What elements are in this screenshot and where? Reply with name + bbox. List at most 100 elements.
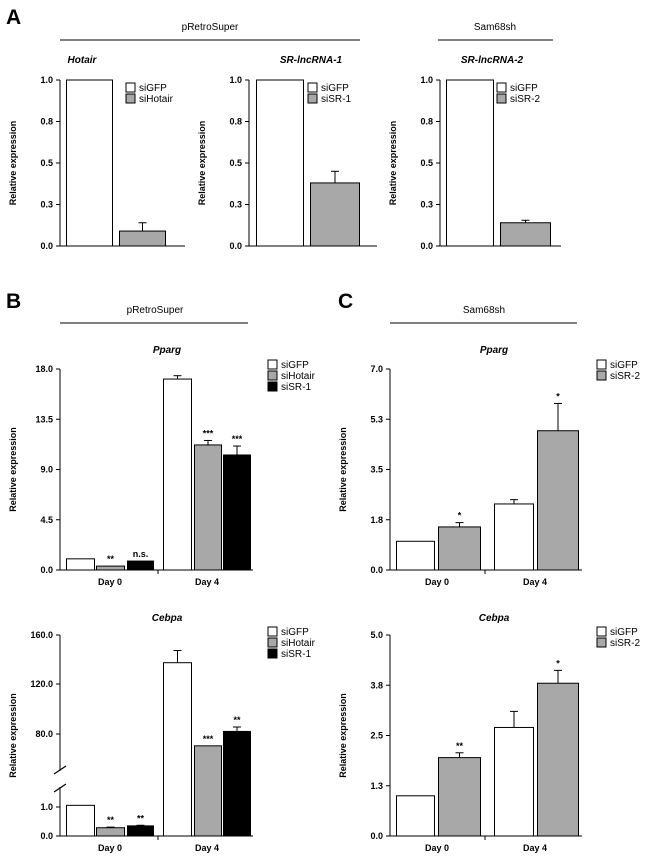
legend-label-sigfp: siGFP — [281, 627, 309, 638]
bar-sigfp-day-4 — [163, 378, 192, 571]
y-tick-label: 0.0 — [370, 831, 383, 841]
chart-title: SR-lncRNA-1 — [280, 55, 343, 66]
x-category-label: Day 0 — [98, 577, 122, 587]
panel-letter-c: C — [338, 290, 353, 313]
legend-swatch-sihotair — [267, 370, 278, 381]
x-category-label: Day 0 — [98, 843, 122, 853]
y-tick-label: 0.0 — [420, 241, 433, 251]
group-label-a-sam68sh: Sam68sh — [474, 22, 516, 33]
y-tick-label: 0.8 — [40, 117, 53, 127]
group-label-b-pretrosuper: pRetroSuper — [127, 305, 184, 316]
y-tick-label: 0.0 — [40, 565, 53, 575]
legend-label-sigfp: siGFP — [610, 627, 638, 638]
legend-swatch-sigfp — [125, 82, 136, 93]
significance-label: n.s. — [133, 549, 149, 559]
y-axis-title: Relative expression — [388, 121, 398, 206]
y-tick-label: 0.5 — [229, 158, 242, 168]
legend-label-sisr-1: siSR-1 — [281, 649, 311, 660]
y-tick-label: 2.5 — [370, 731, 383, 741]
legend-label-sihotair: siHotair — [139, 94, 174, 105]
bar-sisr-1-day-4 — [223, 730, 251, 837]
y-tick-label: 4.5 — [40, 515, 53, 525]
axis-break-mark — [53, 765, 67, 775]
y-axis-title: Relative expression — [8, 121, 18, 206]
bar-sihotair — [119, 230, 166, 247]
x-category-label: Day 4 — [195, 577, 219, 587]
bar-sisr-1-day-0 — [127, 560, 154, 571]
legend-swatch-sisr-1 — [267, 381, 278, 392]
significance-label: * — [556, 391, 560, 401]
bar-sigfp-day-4 — [494, 503, 534, 571]
legend-swatch-sisr-1 — [307, 93, 318, 104]
bar-sihotair-day-0 — [96, 565, 125, 571]
legend-label-sigfp: siGFP — [321, 83, 349, 94]
y-tick-label: 1.0 — [40, 802, 53, 812]
legend-swatch-sigfp — [596, 626, 607, 637]
y-tick-label: 120.0 — [30, 679, 53, 689]
y-tick-label: 7.0 — [370, 364, 383, 374]
chart-title: SR-lncRNA-2 — [461, 55, 524, 66]
legend-swatch-sigfp — [267, 626, 278, 637]
legend-swatch-sihotair — [125, 93, 136, 104]
y-tick-label: 9.0 — [40, 465, 53, 475]
significance-label: ** — [137, 813, 145, 823]
chart-a-sr-lncrna-1: SR-lncRNA-1 Relative expression 0.0 0.3 0.5 0… — [197, 55, 377, 251]
y-tick-label: 0.5 — [420, 158, 433, 168]
bar-sisr-1-day-4 — [223, 454, 251, 571]
legend-swatch-sigfp — [596, 359, 607, 370]
significance-label: ** — [233, 715, 241, 725]
bar-sisr-1 — [310, 182, 360, 247]
y-tick-label: 5.0 — [370, 630, 383, 640]
y-tick-label: 1.8 — [370, 515, 383, 525]
legend-label-sisr-2: siSR-2 — [610, 371, 640, 382]
significance-label: ** — [456, 741, 464, 751]
legend-swatch-sigfp — [307, 82, 318, 93]
bar-sisr-2-day-4 — [537, 682, 579, 837]
bar-sihotair-day-4 — [194, 745, 222, 837]
legend-swatch-sisr-1 — [267, 648, 278, 659]
legend-label-sihotair: siHotair — [281, 371, 316, 382]
y-axis-title: Relative expression — [338, 427, 348, 512]
bar-sigfp-day-4 — [494, 726, 534, 837]
chart-title: Hotair — [68, 55, 98, 66]
legend-swatch-sisr-2 — [596, 370, 607, 381]
bar-sigfp — [256, 79, 304, 247]
legend-label-sigfp: siGFP — [281, 360, 309, 371]
x-category-label: Day 0 — [425, 577, 449, 587]
legend-swatch-sihotair — [267, 637, 278, 648]
y-tick-label: 0.5 — [40, 158, 53, 168]
y-tick-label: 13.5 — [35, 414, 53, 424]
x-category-label: Day 4 — [523, 843, 547, 853]
legend-swatch-sigfp — [267, 359, 278, 370]
bar-sisr-2-day-0 — [438, 757, 481, 837]
legend-label-sisr-1: siSR-1 — [321, 94, 351, 105]
chart-b-cebpa: Cebpa Relative expression 0.0 1.0 80.0 120.0 1… — [8, 613, 316, 853]
legend-label-sigfp: siGFP — [139, 83, 167, 94]
significance-label: * — [458, 511, 462, 521]
bar-sigfp — [66, 79, 113, 247]
y-axis-title: Relative expression — [8, 427, 18, 512]
y-tick-label: 0.0 — [40, 831, 53, 841]
y-tick-label: 0.0 — [370, 565, 383, 575]
chart-c-pparg: Pparg Relative expression 0.0 1.8 3.5 5.3 7.0 D… — [338, 345, 640, 587]
legend-label-sigfp: siGFP — [510, 83, 538, 94]
bar-sisr-2-day-4 — [537, 430, 579, 571]
y-tick-label: 0.8 — [229, 117, 242, 127]
x-category-label: Day 0 — [425, 843, 449, 853]
group-label-a-pretrosuper: pRetroSuper — [182, 22, 239, 33]
y-tick-label: 0.3 — [229, 200, 242, 210]
bar-sisr-1-day-0 — [127, 825, 154, 837]
bar-sigfp-day-4 — [163, 662, 192, 837]
legend-label-sisr-2: siSR-2 — [610, 638, 640, 649]
panel-letter-a: A — [6, 6, 21, 29]
bar-sihotair-day-0 — [96, 827, 125, 837]
chart-a-hotair: Hotair Relative expression 0.0 0.3 0.5 0.8 1.0… — [8, 55, 185, 251]
y-axis-title: Relative expression — [197, 121, 207, 206]
y-tick-label: 80.0 — [35, 729, 53, 739]
y-tick-label: 0.0 — [40, 241, 53, 251]
y-tick-label: 1.0 — [40, 75, 53, 85]
chart-b-pparg: Pparg Relative expression 0.0 4.5 9.0 13.5 18.… — [8, 345, 316, 587]
significance-label: * — [556, 658, 560, 668]
chart-c-cebpa: Cebpa Relative expression 0.0 1.3 2.5 3.8 5.0 D… — [338, 613, 640, 853]
